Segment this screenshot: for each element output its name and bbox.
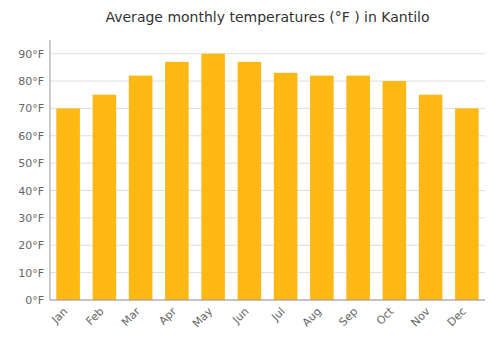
bar (419, 95, 443, 300)
x-tick-label: Jan (48, 305, 70, 327)
x-tick-label: Jul (268, 305, 287, 324)
grid-line (50, 53, 485, 54)
x-tick-label: Oct (374, 304, 397, 327)
x-tick-label: Sep (336, 305, 360, 329)
bar (310, 76, 334, 300)
x-tick-label: Feb (84, 305, 107, 328)
bar (165, 62, 189, 300)
x-tick-label: Jun (229, 305, 251, 327)
title: Average monthly temperatures (°F ) in Ka… (105, 9, 429, 25)
chart-container: Average monthly temperatures (°F ) in Ka… (0, 0, 500, 350)
x-tick-label: May (190, 305, 216, 331)
y-tick-label: 70°F (18, 102, 44, 115)
grid-line (50, 300, 485, 301)
y-tick-label: 10°F (18, 267, 44, 280)
y-axis: 0°F 10°F 20°F 30°F 40°F 50°F 60°F 70°F 80°F 90°F (18, 40, 485, 307)
y-axis-line (50, 40, 51, 300)
bar (93, 95, 117, 300)
x-tick-label: Nov (408, 305, 433, 330)
x-tick-label: Aug (300, 305, 324, 329)
bars (56, 54, 478, 300)
x-axis: Jan Feb Mar Apr May Jun Jul Aug Sep Oct Nov Dec (48, 300, 485, 330)
y-tick-label: 80°F (18, 75, 44, 88)
x-axis-line (50, 300, 485, 301)
bar (238, 62, 262, 300)
x-tick-label: Apr (156, 305, 179, 328)
chart: Average monthly temperatures (°F ) in Ka… (0, 0, 500, 350)
bar (383, 81, 407, 300)
y-tick-label: 40°F (18, 185, 44, 198)
y-tick-label: 20°F (18, 239, 44, 252)
bar (201, 54, 225, 300)
x-tick-label: Dec (445, 305, 469, 329)
bar (56, 108, 80, 300)
grid-line (50, 81, 485, 82)
bar (274, 73, 298, 300)
bar (129, 76, 153, 300)
y-tick-label: 60°F (18, 130, 44, 143)
y-tick-label: 0°F (25, 294, 44, 307)
y-tick-label: 90°F (18, 48, 44, 61)
bar (455, 108, 479, 300)
x-tick-label: Mar (119, 305, 143, 329)
y-tick-label: 50°F (18, 157, 44, 170)
bar (346, 76, 370, 300)
y-tick-label: 30°F (18, 212, 44, 225)
